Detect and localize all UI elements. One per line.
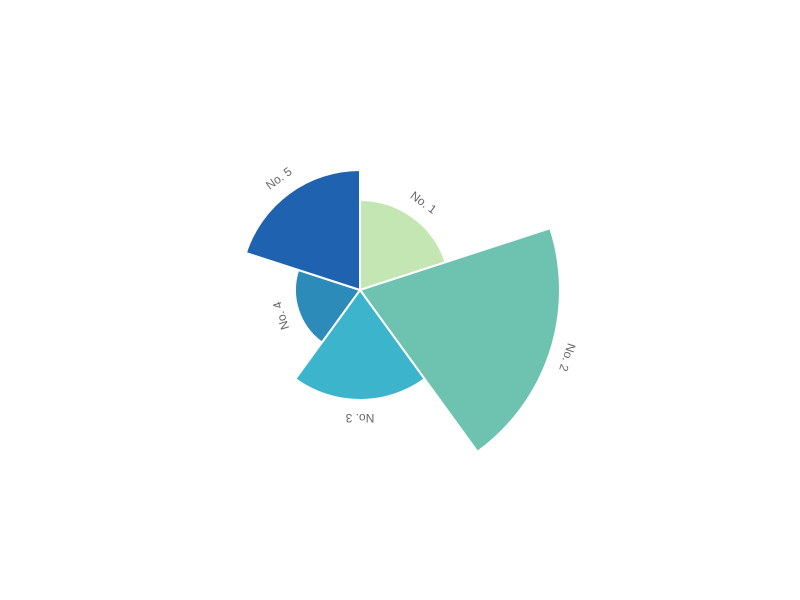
slice-5[interactable] [246,170,360,290]
slice-label-2: No. 2 [556,342,578,374]
slice-label-4: No. 4 [270,300,292,332]
slice-label-1: No. 1 [408,189,440,217]
nightingale-rose-chart: No. 1 No. 2 No. 3 No. 4 No. 5 [0,0,800,600]
slice-label-3: No. 3 [345,411,374,425]
slice-label-5: No. 5 [263,164,295,192]
